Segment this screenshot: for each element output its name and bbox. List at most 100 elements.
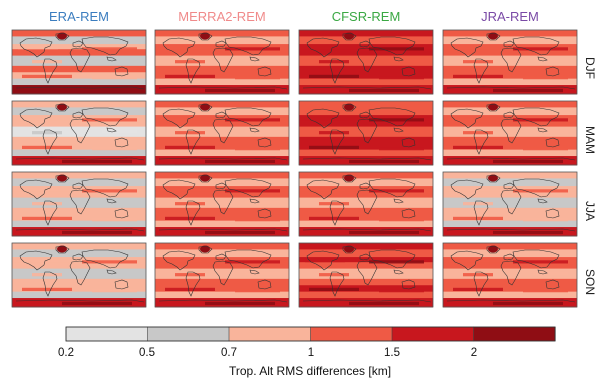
lat-band xyxy=(12,191,146,199)
data-streak xyxy=(449,117,489,121)
data-streak xyxy=(533,200,568,204)
row-label-mam: MAM xyxy=(583,126,597,154)
data-streak xyxy=(235,289,280,293)
data-streak xyxy=(102,129,137,133)
lat-band xyxy=(155,257,289,263)
hotspot xyxy=(200,245,210,253)
row-label-son: SON xyxy=(583,269,597,295)
data-streak xyxy=(32,131,62,135)
lat-band xyxy=(443,44,577,50)
data-streak xyxy=(319,202,349,206)
lat-band xyxy=(12,186,146,192)
lat-band xyxy=(299,220,433,228)
lat-band xyxy=(12,278,146,286)
lat-band xyxy=(299,243,433,250)
lat-band xyxy=(299,214,433,222)
map-panel-cfsr-rem-jja xyxy=(298,171,434,237)
lat-band xyxy=(443,101,577,108)
lat-band xyxy=(443,143,577,151)
data-streak xyxy=(309,74,359,78)
map-panel-merra2-rem-mam xyxy=(154,100,290,166)
colorbar-bin xyxy=(391,326,475,342)
lat-band xyxy=(155,55,289,67)
data-streak xyxy=(449,259,489,263)
cb-tick-4: 1.5 xyxy=(384,347,400,359)
lat-band xyxy=(299,101,433,108)
data-streak xyxy=(379,289,424,293)
lat-band xyxy=(443,262,577,270)
panel-frame xyxy=(11,100,147,166)
data-streak xyxy=(449,188,489,192)
col-title-cfsr: CFSR-REM xyxy=(332,9,401,24)
hotspot xyxy=(488,103,498,111)
hotspot xyxy=(57,103,67,111)
lat-band xyxy=(12,143,146,151)
lat-band xyxy=(299,207,433,215)
map-panel-era-rem-jja xyxy=(11,171,147,237)
data-streak xyxy=(175,202,205,206)
hotspot xyxy=(200,103,210,111)
data-streak xyxy=(62,88,132,93)
data-streak xyxy=(92,289,137,293)
colorbar-frame xyxy=(65,326,556,342)
map-panel-jra-rem-djf xyxy=(442,29,578,95)
data-streak xyxy=(22,74,72,78)
hotspot xyxy=(57,32,67,40)
panel-frame xyxy=(11,29,147,95)
data-streak xyxy=(102,200,137,204)
lat-band xyxy=(299,257,433,263)
lat-band xyxy=(299,191,433,199)
lat-band xyxy=(155,278,289,286)
data-streak xyxy=(319,131,349,135)
lat-band xyxy=(12,257,146,263)
data-streak xyxy=(513,47,568,51)
lat-band xyxy=(155,172,289,179)
data-streak xyxy=(18,46,58,50)
data-streak xyxy=(533,271,568,275)
lat-band xyxy=(12,120,146,128)
hotspot xyxy=(200,32,210,40)
colorbar xyxy=(65,326,556,342)
lat-band xyxy=(443,197,577,209)
column-titles: ERA-REM MERRA2-REM CFSR-REM JRA-REM xyxy=(49,9,539,24)
data-streak xyxy=(369,189,424,193)
lat-band xyxy=(299,115,433,121)
lat-band xyxy=(443,243,577,250)
lat-band xyxy=(155,115,289,121)
hotspot xyxy=(488,174,498,182)
lat-band xyxy=(155,30,289,37)
lat-band xyxy=(443,149,577,157)
panel-frame xyxy=(442,100,578,166)
data-streak xyxy=(62,159,132,164)
lat-band xyxy=(443,268,577,280)
hotspot xyxy=(344,103,354,111)
data-streak xyxy=(235,76,280,80)
hotspot xyxy=(200,174,210,182)
lat-band xyxy=(155,249,289,258)
lat-band xyxy=(155,220,289,228)
data-streak xyxy=(92,76,137,80)
data-streak xyxy=(245,271,280,275)
lat-band xyxy=(155,186,289,192)
colorbar-bin xyxy=(65,326,149,342)
cb-tick-5: 2 xyxy=(471,347,477,359)
col-title-merra2: MERRA2-REM xyxy=(178,9,265,24)
data-streak xyxy=(379,218,424,222)
colorbar-bin xyxy=(473,326,556,342)
lat-band xyxy=(299,30,433,37)
data-streak xyxy=(453,74,503,78)
lat-band xyxy=(299,262,433,270)
lat-band xyxy=(299,268,433,280)
lat-band xyxy=(299,55,433,67)
lat-band xyxy=(443,220,577,228)
data-streak xyxy=(463,131,493,135)
data-streak xyxy=(309,287,359,291)
data-streak xyxy=(389,129,424,133)
panel-frame xyxy=(11,171,147,237)
lat-band xyxy=(12,107,146,116)
map-panel-jra-rem-jja xyxy=(442,171,578,237)
lat-band xyxy=(155,120,289,128)
data-streak xyxy=(175,131,205,135)
lat-band xyxy=(12,149,146,157)
cb-tick-1: 0.5 xyxy=(139,347,155,359)
